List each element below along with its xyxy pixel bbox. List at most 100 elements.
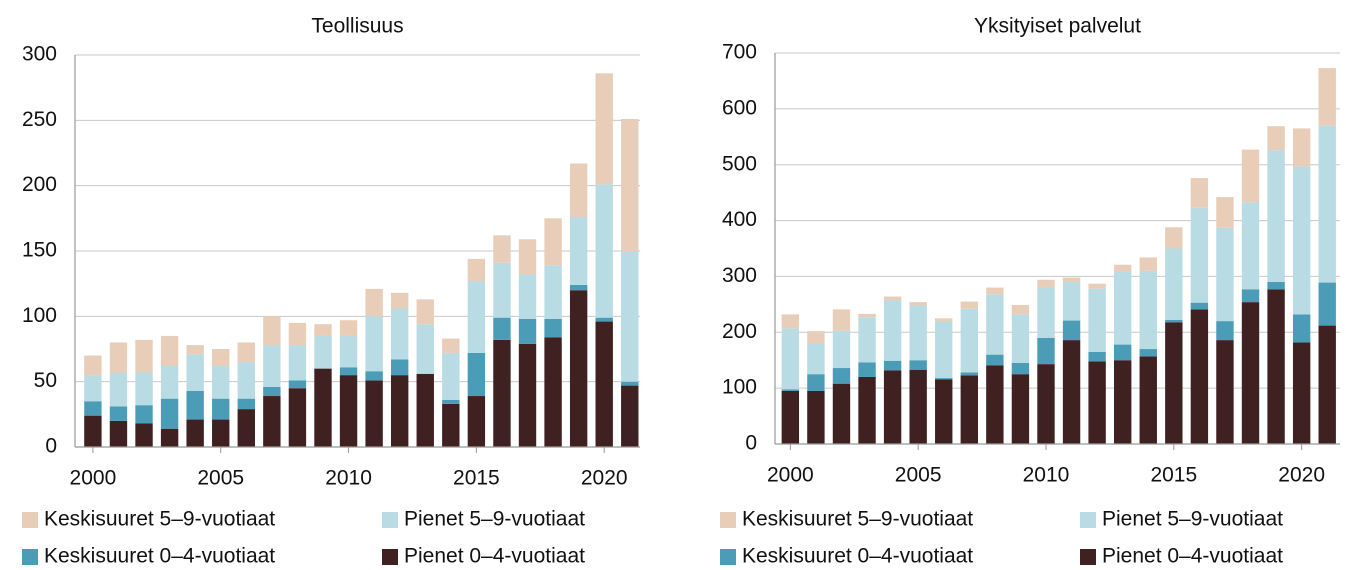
bar-segment (109, 372, 128, 407)
y-tick-label: 200 (22, 173, 57, 196)
x-tick-label: 2020 (1278, 464, 1325, 487)
y-tick-label: 200 (722, 320, 757, 343)
bar-segment (390, 308, 409, 360)
bar-segment (1114, 360, 1132, 444)
bar-segment (832, 330, 851, 369)
bar-segment (1037, 287, 1055, 338)
bar-segment (1190, 207, 1209, 303)
x-tick-label: 2015 (453, 467, 500, 490)
bar-segment (1062, 340, 1081, 444)
legend-swatch (1080, 512, 1096, 528)
bar-segment (832, 383, 851, 444)
bar-segment (781, 389, 800, 391)
bar-segment (1190, 178, 1209, 208)
bar-segment (1165, 322, 1183, 444)
bar-segment (288, 345, 307, 381)
legend-label: Pienet 0–4-vuotiaat (404, 545, 585, 568)
y-tick-label: 300 (22, 43, 57, 66)
bar-segment (237, 362, 255, 399)
bar-segment (288, 380, 307, 389)
bar-segment (986, 294, 1004, 355)
bar-segment (1088, 351, 1106, 362)
bar-segment (1062, 282, 1081, 321)
bar-segment (935, 321, 953, 379)
y-tick-label: 100 (22, 304, 57, 327)
bar-segment (467, 396, 486, 447)
chart-title: Yksityiset palvelut (974, 15, 1141, 38)
bar-segment (314, 324, 332, 336)
bar-segment (1292, 314, 1311, 343)
bar-segment (1037, 279, 1055, 288)
y-tick-label: 600 (722, 96, 757, 119)
legend-label: Keskisuuret 0–4-vuotiaat (44, 545, 275, 568)
x-tick-label: 2000 (767, 464, 814, 487)
legend-label: Keskisuuret 0–4-vuotiaat (742, 545, 973, 568)
bar-segment (781, 314, 800, 329)
bar-segment (518, 343, 537, 447)
legend-label: Pienet 0–4-vuotiaat (1102, 545, 1283, 568)
bar-segment (986, 365, 1004, 444)
y-tick-label: 500 (722, 152, 757, 175)
legend-swatch (1080, 549, 1096, 565)
legend-swatch (22, 512, 38, 528)
bar-segment (493, 317, 511, 340)
bar-segment (160, 428, 179, 447)
bar-segment (288, 322, 307, 346)
legend-swatch (382, 512, 398, 528)
bar-segment (1114, 344, 1132, 361)
bar-segment (960, 301, 978, 309)
bar-segment (909, 360, 927, 370)
bar-segment (1165, 319, 1183, 323)
bar-segment (909, 369, 927, 444)
bar-segment (339, 367, 358, 376)
bar-segment (807, 343, 825, 375)
bar-segment (883, 300, 902, 361)
bar-segment (212, 349, 230, 366)
bar-segment (237, 409, 255, 447)
bar-segment (935, 318, 953, 322)
bar-segment (1318, 125, 1336, 283)
bar-segment (1011, 314, 1030, 364)
bar-segment (569, 217, 588, 285)
bar-segment (595, 317, 613, 322)
bar-segment (960, 375, 978, 444)
bar-segment (390, 375, 409, 447)
bar-segment (212, 398, 230, 420)
bar-segment (781, 328, 800, 390)
bar-segment (263, 386, 281, 397)
bar-segment (1267, 126, 1285, 151)
bar-segment (621, 385, 639, 447)
bar-segment (160, 398, 179, 429)
bar-segment (569, 163, 588, 218)
bar-segment (212, 365, 230, 399)
bar-segment (160, 365, 179, 399)
bar-segment (1267, 289, 1285, 444)
x-tick-label: 2020 (581, 467, 628, 490)
bar-segment (109, 420, 128, 447)
bar-segment (237, 398, 255, 410)
bar-segment (186, 390, 204, 420)
bar-segment (1114, 271, 1132, 345)
legend-label: Pienet 5–9-vuotiaat (1102, 508, 1283, 531)
bar-segment (1190, 309, 1209, 444)
bar-segment (1267, 150, 1285, 283)
bar-segment (212, 419, 230, 447)
legend-label: Keskisuuret 5–9-vuotiaat (742, 508, 973, 531)
y-tick-label: 0 (45, 435, 57, 458)
y-tick-label: 300 (722, 264, 757, 287)
bar-segment (1037, 337, 1055, 365)
bar-segment (858, 362, 876, 377)
bar-segment (1292, 166, 1311, 315)
x-tick-label: 2000 (70, 467, 117, 490)
bar-segment (442, 338, 460, 353)
bar-segment (135, 405, 153, 424)
bar-segment (1318, 68, 1336, 126)
bar-segment (416, 373, 434, 447)
bar-segment (1011, 363, 1030, 375)
bar-segment (1062, 277, 1081, 283)
bar-segment (109, 342, 128, 373)
bar-segment (807, 331, 825, 344)
bar-segment (1011, 304, 1030, 315)
bar-segment (416, 299, 434, 325)
bar-segment (1241, 202, 1260, 290)
